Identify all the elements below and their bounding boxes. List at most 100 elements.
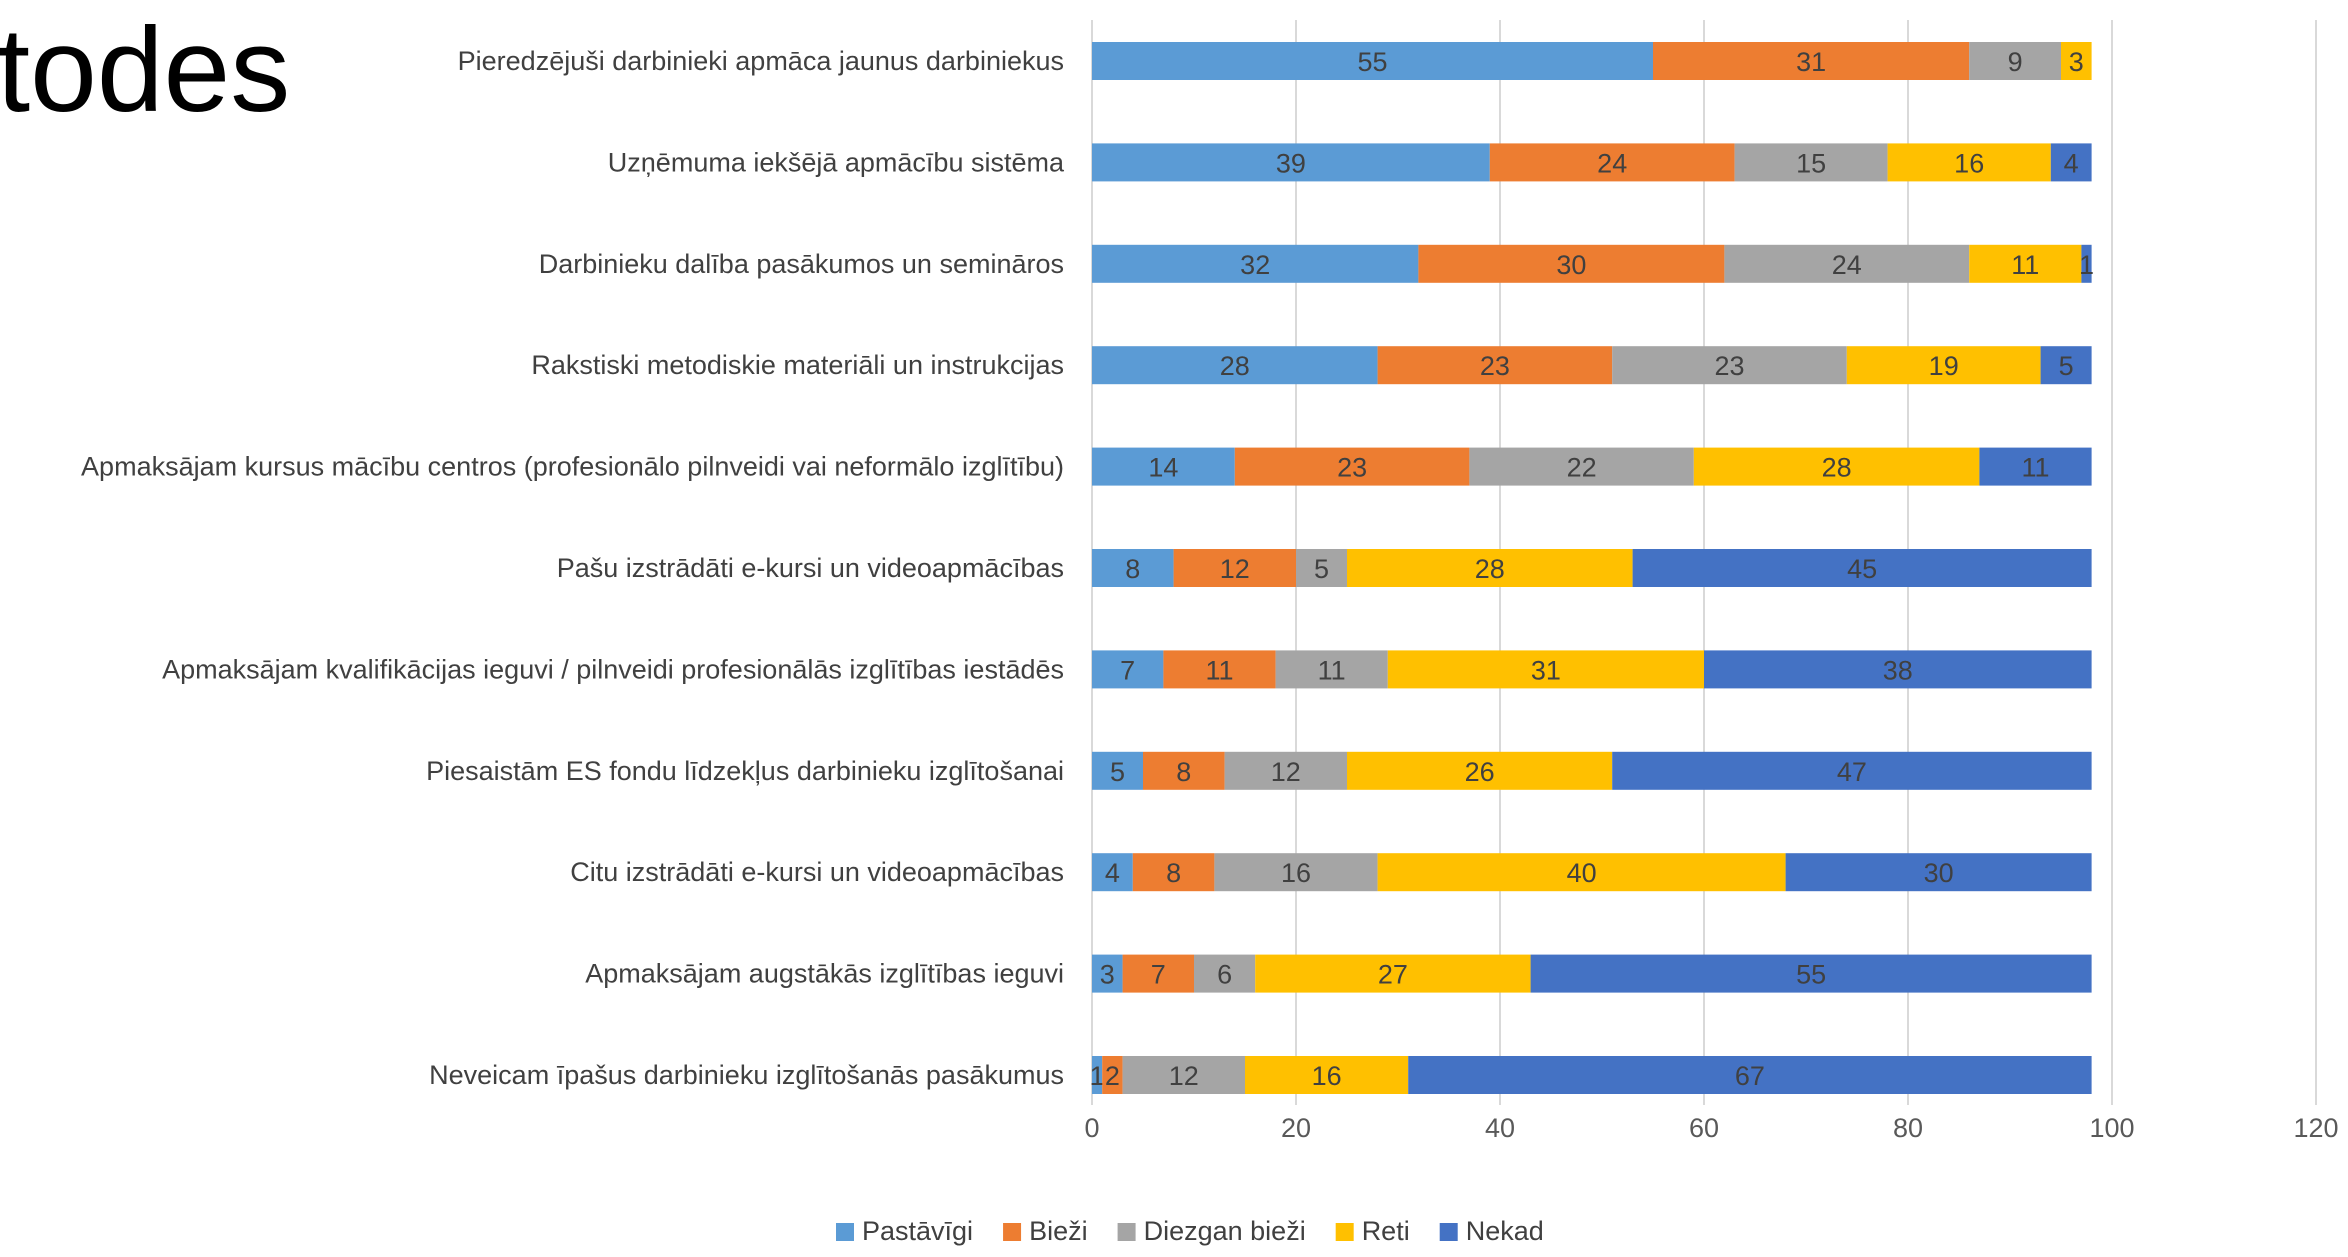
data-label: 28 <box>1475 554 1505 584</box>
bar-segment <box>1092 447 1235 486</box>
bar-segment <box>1092 42 1653 80</box>
data-label: 1 <box>2079 250 2094 280</box>
bar-segment <box>1234 447 1470 486</box>
bar-segment <box>2061 42 2092 80</box>
bar-segment <box>1785 853 2092 892</box>
data-label: 11 <box>2021 453 2049 483</box>
bar-segment <box>1092 1056 1103 1094</box>
bar-segment <box>2040 346 2092 385</box>
bar-segment <box>1377 853 1786 892</box>
bar-segment <box>1163 650 1276 689</box>
category-label: Darbinieku dalība pasākumos un semināros <box>539 249 1064 279</box>
category-label: Apmaksājam kvalifikācijas ieguvi / pilnv… <box>162 654 1064 684</box>
data-label: 22 <box>1567 453 1597 483</box>
bar-segment <box>1296 549 1347 587</box>
data-label: 55 <box>1796 960 1826 990</box>
bar-segment <box>1224 751 1347 790</box>
slide-title: etodes <box>0 3 291 137</box>
bar-segment <box>1469 447 1694 486</box>
data-label: 4 <box>1105 858 1120 888</box>
bar-segment <box>1418 244 1725 283</box>
legend-label: Diezgan bieži <box>1144 1216 1306 1246</box>
data-label: 4 <box>2064 148 2079 178</box>
legend-label: Bieži <box>1029 1216 1088 1246</box>
data-label: 45 <box>1847 554 1877 584</box>
bar-segment <box>2050 143 2092 182</box>
x-tick-label: 40 <box>1485 1113 1515 1143</box>
data-label: 5 <box>2059 351 2074 381</box>
bar-segment <box>1377 346 1613 385</box>
x-tick-label: 100 <box>2089 1113 2134 1143</box>
data-label: 55 <box>1357 47 1387 77</box>
bar-segment <box>1092 650 1164 689</box>
bar-segment <box>1092 143 1490 182</box>
data-label: 47 <box>1837 757 1867 787</box>
data-label: 1 <box>1090 1061 1105 1091</box>
data-label: 8 <box>1166 858 1181 888</box>
data-label: 5 <box>1314 554 1329 584</box>
data-label: 5 <box>1110 757 1125 787</box>
data-label: 23 <box>1337 453 1367 483</box>
bar-segment <box>1612 751 2092 790</box>
data-label: 8 <box>1125 554 1140 584</box>
bar-segment <box>2081 244 2092 283</box>
bar-segment <box>1143 751 1225 790</box>
bar-segment <box>1092 853 1133 892</box>
data-label: 12 <box>1271 757 1301 787</box>
bar-segment <box>1245 1056 1409 1094</box>
legend: Pastāvīgi Bieži Diezgan bieži Reti Nekad <box>836 1216 1544 1246</box>
data-label: 3 <box>1100 960 1115 990</box>
data-label: 6 <box>1217 960 1232 990</box>
legend-swatch <box>1439 1223 1458 1241</box>
data-label: 14 <box>1148 453 1178 483</box>
legend-swatch <box>1335 1223 1354 1241</box>
bar-segment <box>1092 549 1174 587</box>
bar-segment <box>1194 954 1256 993</box>
data-label: 9 <box>2008 47 2023 77</box>
data-label: 31 <box>1796 47 1826 77</box>
data-label: 27 <box>1378 960 1408 990</box>
data-label: 16 <box>1312 1061 1342 1091</box>
data-label: 31 <box>1531 655 1561 685</box>
x-tick-label: 120 <box>2293 1113 2338 1143</box>
data-label: 24 <box>1597 148 1627 178</box>
legend-swatch <box>1003 1223 1022 1241</box>
legend-swatch <box>1117 1223 1136 1241</box>
bar-segment <box>1173 549 1296 587</box>
data-label: 24 <box>1832 250 1862 280</box>
bar-segment <box>1969 42 2061 80</box>
category-label: Citu izstrādāti e-kursi un videoapmācība… <box>570 857 1064 887</box>
data-label: 3 <box>2069 47 2084 77</box>
bar-segment <box>1275 650 1388 689</box>
data-label: 30 <box>1924 858 1954 888</box>
x-tick-label: 0 <box>1084 1113 1099 1143</box>
bar-segment <box>1092 244 1419 283</box>
bar-segment <box>1122 1056 1245 1094</box>
data-label: 7 <box>1151 960 1166 990</box>
data-label: 2 <box>1105 1061 1120 1091</box>
category-label: Apmaksājam augstākās izglītības ieguvi <box>585 959 1064 989</box>
bar-segment <box>1979 447 2092 486</box>
category-label: Piesaistām ES fondu līdzekļus darbinieku… <box>426 756 1064 786</box>
category-labels: Pieredzējuši darbinieki apmāca jaunus da… <box>81 46 1065 1090</box>
data-label: 32 <box>1240 250 1270 280</box>
data-label: 8 <box>1176 757 1191 787</box>
x-tick-label: 20 <box>1281 1113 1311 1143</box>
data-label: 19 <box>1929 351 1959 381</box>
bars: 55 31 9 339 24 15 16 432 30 24 11 128 23 23 19 514 23 22 2… <box>1090 42 2094 1094</box>
bar-segment <box>1347 751 1613 790</box>
data-label: 23 <box>1480 351 1510 381</box>
data-label: 38 <box>1883 655 1913 685</box>
category-label: Uzņēmuma iekšējā apmācību sistēma <box>608 147 1065 177</box>
x-axis-tick-labels: 0 20 40 60 80 100 120 <box>1084 1113 2338 1143</box>
data-label: 7 <box>1120 655 1135 685</box>
bar-segment <box>1092 346 1378 385</box>
data-label: 16 <box>1281 858 1311 888</box>
x-tick-label: 60 <box>1689 1113 1719 1143</box>
category-label: Pieredzējuši darbinieki apmāca jaunus da… <box>458 46 1064 76</box>
x-tick-label: 80 <box>1893 1113 1923 1143</box>
data-label: 40 <box>1567 858 1597 888</box>
bar-segment <box>1092 954 1123 993</box>
bar-segment <box>1092 751 1143 790</box>
data-label: 11 <box>1318 655 1346 685</box>
